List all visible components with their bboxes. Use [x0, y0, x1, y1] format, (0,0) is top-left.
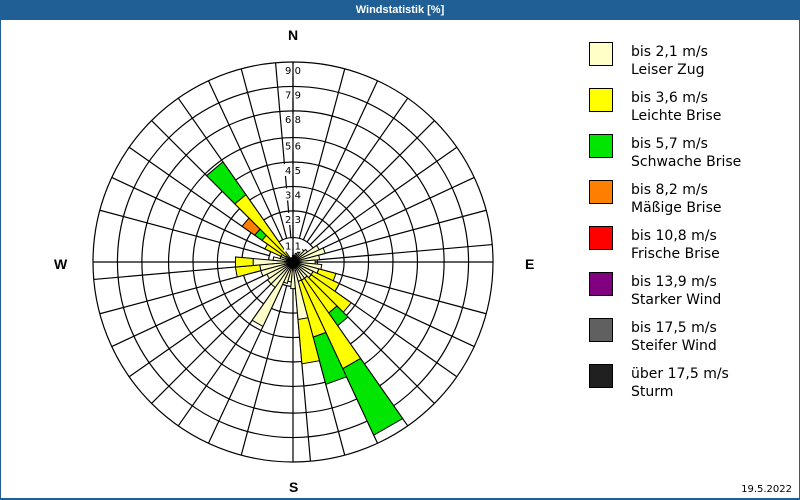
grid-spoke [207, 80, 284, 241]
grid-spoke [151, 278, 277, 404]
legend-swatch [589, 88, 613, 112]
legend-range: bis 13,9 m/s [631, 274, 717, 290]
legend-range: bis 10,8 m/s [631, 228, 717, 244]
grid-spoke [314, 271, 475, 348]
grid-spoke [312, 146, 458, 249]
wind-petal-segment [251, 261, 294, 328]
wind-petal-segment [342, 357, 404, 436]
wind-rose-chart: 1,12,33,44,55,66,87,99,0 [92, 61, 494, 463]
grid-spoke [298, 68, 346, 239]
grid-spoke [309, 120, 435, 246]
legend-swatch [589, 318, 613, 342]
compass-south-label: S [289, 479, 299, 495]
wind-petal-segment [297, 317, 321, 365]
grid-spoke [99, 209, 270, 257]
legend-range: bis 8,2 m/s [631, 182, 708, 198]
compass-east-label: E [525, 256, 535, 272]
legend-name: Sturm [631, 384, 674, 400]
wind-petal-segment [205, 161, 247, 205]
legend-name: Mäßige Brise [631, 200, 722, 216]
grid-spoke [302, 80, 379, 241]
bottom-border [0, 498, 800, 500]
grid-spoke [240, 285, 288, 456]
wind-petal-segment [312, 331, 348, 386]
legend-name: Steifer Wind [631, 338, 717, 354]
legend-name: Leichte Brise [631, 108, 722, 124]
legend-range: über 17,5 m/s [631, 366, 729, 382]
grid-spoke [111, 176, 272, 253]
legend-range: bis 17,5 m/s [631, 320, 717, 336]
grid-spoke [128, 275, 274, 378]
legend-name: Starker Wind [631, 292, 722, 308]
legend-swatch [589, 272, 613, 296]
legend-range: bis 3,6 m/s [631, 90, 708, 106]
chart-title: Windstatistik [%] [0, 0, 800, 20]
legend-name: Frische Brise [631, 246, 720, 262]
legend-swatch [589, 226, 613, 250]
grid-spoke [316, 209, 487, 257]
legend-swatch [589, 180, 613, 204]
grid-spoke [240, 68, 288, 239]
legend-range: bis 5,7 m/s [631, 136, 708, 152]
compass-west-label: W [54, 256, 68, 272]
legend-swatch [589, 364, 613, 388]
wind-petal-segment [234, 256, 254, 268]
grid-spoke [274, 62, 292, 238]
grid-spoke [306, 97, 409, 243]
legend-range: bis 2,1 m/s [631, 44, 708, 60]
grid-spoke [111, 271, 272, 348]
grid-spoke [316, 267, 487, 315]
date-label: 19.5.2022 [741, 484, 792, 495]
legend-swatch [589, 134, 613, 158]
grid-spoke [314, 176, 475, 253]
compass-north-label: N [288, 27, 299, 43]
legend-swatch [589, 42, 613, 66]
legend-name: Schwache Brise [631, 154, 742, 170]
grid-spoke [317, 243, 493, 261]
legend-name: Leiser Zug [631, 62, 705, 78]
